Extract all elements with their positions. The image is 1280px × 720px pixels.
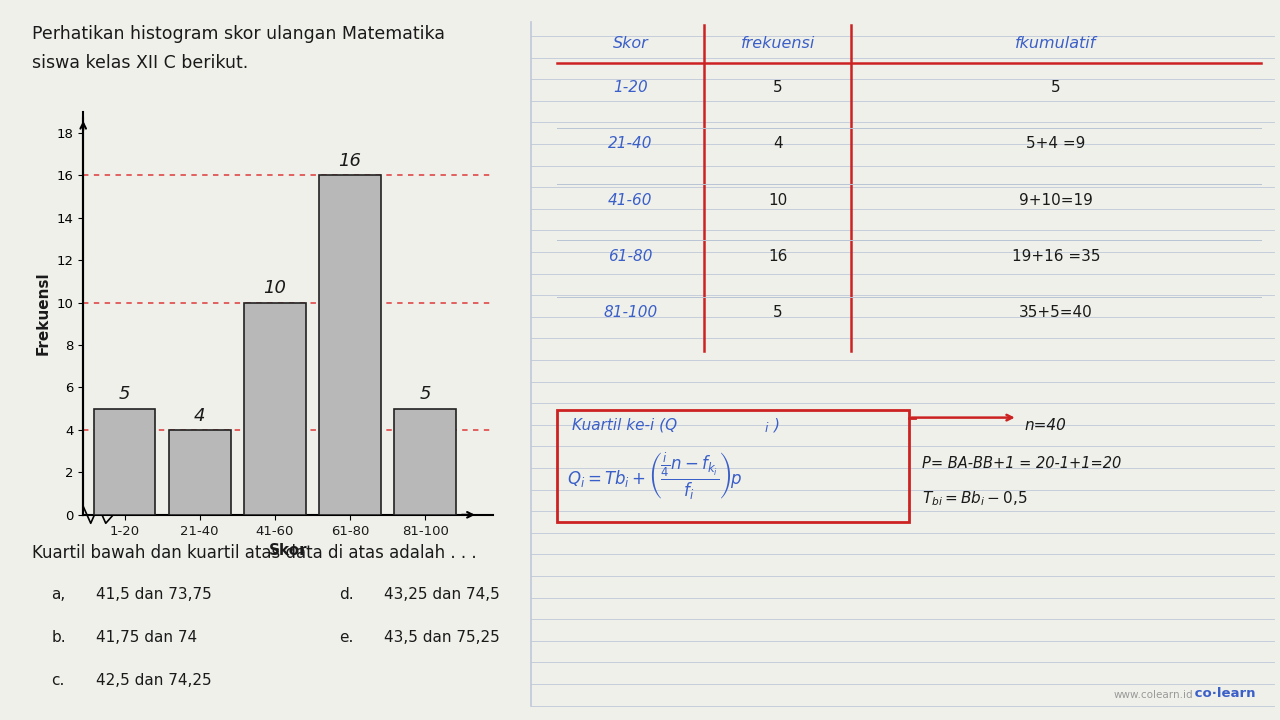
- Text: $Q_i = Tb_i + \left(\dfrac{\frac{i}{4}n - f_{k_i}}{f_i}\right)p$: $Q_i = Tb_i + \left(\dfrac{\frac{i}{4}n …: [567, 450, 742, 501]
- Text: i: i: [764, 422, 768, 435]
- Text: 61-80: 61-80: [608, 249, 653, 264]
- Text: 1-20: 1-20: [613, 81, 648, 95]
- Text: $T_{bi} = Bb_i - 0{,}5$: $T_{bi} = Bb_i - 0{,}5$: [922, 490, 1027, 508]
- Text: 10: 10: [264, 279, 287, 297]
- Text: frekuensi: frekuensi: [740, 36, 815, 51]
- Bar: [169, 430, 230, 515]
- Bar: [394, 409, 456, 515]
- Text: 4: 4: [773, 137, 782, 151]
- Text: co·learn: co·learn: [1190, 687, 1256, 700]
- Bar: [93, 409, 155, 515]
- Text: 81-100: 81-100: [603, 305, 658, 320]
- Text: 4: 4: [195, 407, 206, 425]
- Text: 43,5 dan 75,25: 43,5 dan 75,25: [384, 630, 499, 645]
- Text: a,: a,: [51, 587, 65, 602]
- Text: 41,5 dan 73,75: 41,5 dan 73,75: [96, 587, 211, 602]
- Text: 41-60: 41-60: [608, 193, 653, 207]
- Text: 42,5 dan 74,25: 42,5 dan 74,25: [96, 673, 211, 688]
- Text: e.: e.: [339, 630, 353, 645]
- Text: 5: 5: [119, 385, 131, 403]
- Text: 16: 16: [338, 152, 361, 170]
- Text: b.: b.: [51, 630, 65, 645]
- Text: P= BA-BB+1 = 20-1+1=20: P= BA-BB+1 = 20-1+1=20: [922, 456, 1121, 471]
- Text: Kuartil ke-i (Q: Kuartil ke-i (Q: [572, 418, 677, 433]
- Text: c.: c.: [51, 673, 64, 688]
- Text: 10: 10: [768, 193, 787, 207]
- Text: 21-40: 21-40: [608, 137, 653, 151]
- Text: Kuartil bawah dan kuartil atas data di atas adalah . . .: Kuartil bawah dan kuartil atas data di a…: [32, 544, 476, 562]
- Text: 9+10=19: 9+10=19: [1019, 193, 1093, 207]
- Text: Perhatikan histogram skor ulangan Matematika: Perhatikan histogram skor ulangan Matema…: [32, 25, 445, 43]
- Text: 16: 16: [768, 249, 787, 264]
- Text: siswa kelas XII C berikut.: siswa kelas XII C berikut.: [32, 54, 248, 72]
- Text: 5+4 =9: 5+4 =9: [1027, 137, 1085, 151]
- Text: 5: 5: [420, 385, 431, 403]
- Text: fkumulatif: fkumulatif: [1015, 36, 1097, 51]
- Text: 5: 5: [1051, 81, 1061, 95]
- Text: 41,75 dan 74: 41,75 dan 74: [96, 630, 197, 645]
- Text: 35+5=40: 35+5=40: [1019, 305, 1093, 320]
- Text: 5: 5: [773, 81, 782, 95]
- Text: 43,25 dan 74,5: 43,25 dan 74,5: [384, 587, 499, 602]
- X-axis label: Skor: Skor: [269, 543, 307, 558]
- Text: n=40: n=40: [1024, 418, 1066, 433]
- Text: d.: d.: [339, 587, 353, 602]
- Bar: [319, 175, 381, 515]
- Bar: [244, 302, 306, 515]
- Text: ): ): [774, 418, 781, 433]
- Text: www.colearn.id: www.colearn.id: [1114, 690, 1193, 700]
- Text: 19+16 =35: 19+16 =35: [1011, 249, 1101, 264]
- Text: Skor: Skor: [613, 36, 648, 51]
- Text: 5: 5: [773, 305, 782, 320]
- Y-axis label: Frekuensl: Frekuensl: [36, 271, 51, 355]
